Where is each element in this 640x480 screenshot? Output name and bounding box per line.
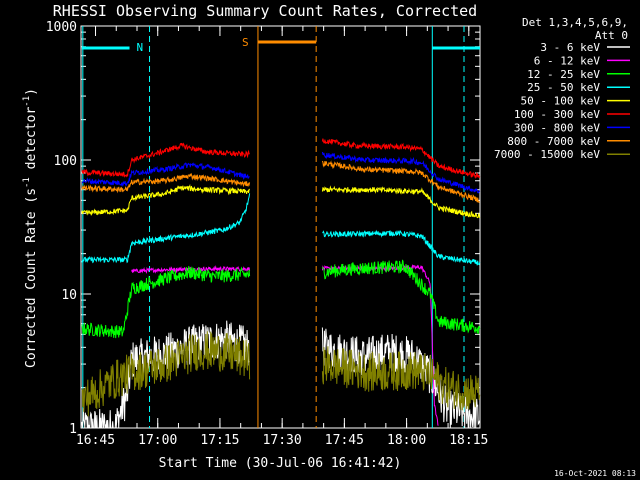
legend-entry-label: 300 - 800 keV bbox=[514, 121, 600, 134]
y-axis-label-sup1: -1 bbox=[22, 177, 32, 188]
x-tick-label: 18:15 bbox=[449, 433, 488, 448]
night-label: N bbox=[137, 41, 144, 54]
series-line bbox=[322, 229, 481, 266]
legend-entry-label: 25 - 50 keV bbox=[527, 81, 600, 94]
saa-label: S bbox=[242, 36, 249, 49]
series-line bbox=[81, 183, 251, 216]
y-axis-label: Corrected Count Rate (s-1 detector-1) bbox=[22, 88, 39, 368]
y-tick-label: 100 bbox=[54, 154, 77, 169]
x-tick-label: 17:30 bbox=[263, 433, 302, 448]
series-line bbox=[81, 142, 250, 178]
y-tick-label: 1 bbox=[69, 422, 77, 437]
legend-entry-label: 100 - 300 keV bbox=[514, 108, 600, 121]
series-line bbox=[81, 162, 250, 188]
y-axis-label-part3: ) bbox=[24, 88, 39, 96]
series-line bbox=[321, 160, 481, 203]
plot-frame bbox=[80, 25, 481, 429]
x-tick-label: 17:00 bbox=[138, 433, 177, 448]
legend-header: Att 0 bbox=[595, 29, 628, 42]
series-line bbox=[321, 138, 481, 180]
y-axis-label-part2: detector bbox=[24, 107, 39, 178]
legend-entry-label: 6 - 12 keV bbox=[534, 54, 601, 67]
series-line bbox=[81, 193, 251, 264]
y-tick-label: 1000 bbox=[46, 20, 77, 35]
x-tick-label: 18:00 bbox=[387, 433, 426, 448]
series-line bbox=[321, 151, 481, 194]
legend-entry-label: 3 - 6 keV bbox=[540, 41, 600, 54]
series-line bbox=[321, 185, 481, 219]
x-tick-label: 17:15 bbox=[200, 433, 239, 448]
chart-title: RHESSI Observing Summary Count Rates, Co… bbox=[53, 2, 477, 20]
plot-area: 1 10 100 1000 16:45 17:00 17:15 17:30 17:45 18:00… bbox=[46, 20, 489, 448]
y-tick-label: 10 bbox=[61, 288, 77, 303]
legend-entry-label: 50 - 100 keV bbox=[521, 95, 601, 108]
series-line bbox=[81, 320, 251, 429]
x-tick-label: 17:45 bbox=[325, 433, 364, 448]
y-axis-label-part1: Corrected Count Rate (s bbox=[24, 188, 39, 368]
timestamp: 16-Oct-2021 08:13 bbox=[554, 469, 636, 478]
y-axis-label-sup2: -1 bbox=[22, 96, 32, 107]
legend-entry-label: 800 - 7000 keV bbox=[507, 135, 600, 148]
x-tick-label: 16:45 bbox=[76, 433, 115, 448]
series-line bbox=[321, 346, 481, 411]
series-line bbox=[321, 259, 481, 335]
series-line bbox=[321, 327, 481, 429]
legend-entry-label: 12 - 25 keV bbox=[527, 68, 600, 81]
series-line bbox=[81, 331, 251, 417]
legend-header: Det 1,3,4,5,6,9, bbox=[522, 16, 628, 29]
legend-entry-label: 7000 - 15000 keV bbox=[494, 148, 600, 161]
x-axis-label: Start Time (30-Jul-06 16:41:42) bbox=[159, 456, 402, 471]
series-line bbox=[81, 172, 251, 194]
series-line bbox=[81, 265, 251, 339]
